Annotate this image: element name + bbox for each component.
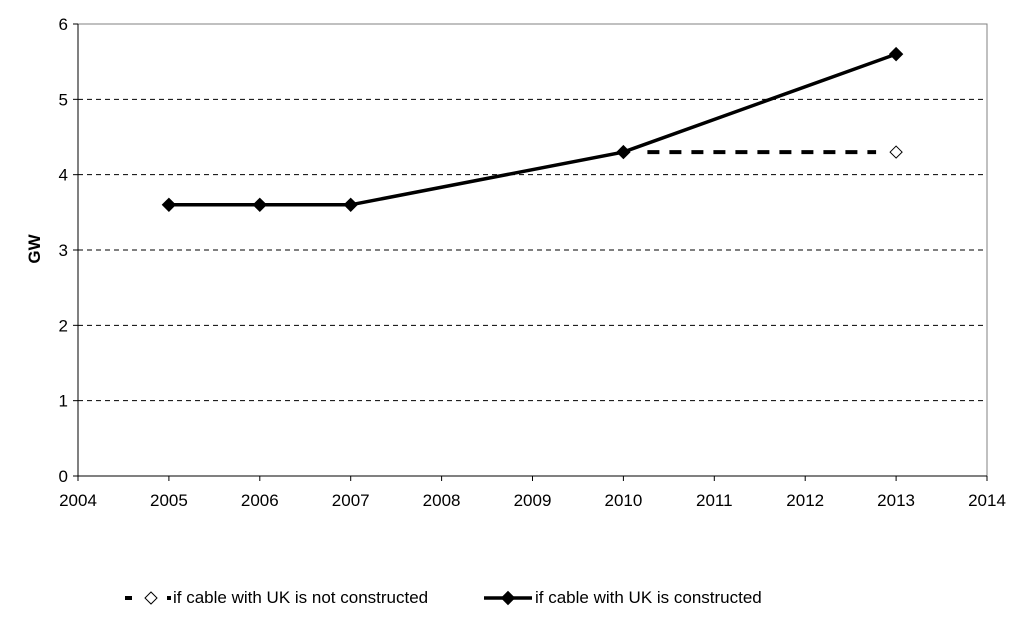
x-tick-label: 2005: [150, 491, 188, 510]
series-lines: [168, 52, 897, 207]
axes: [73, 23, 988, 481]
y-tick-label: 5: [59, 90, 68, 109]
data-point: [889, 145, 903, 159]
y-axis-title: GW: [25, 233, 44, 263]
legend-label: if cable with UK is not constructed: [173, 588, 428, 607]
gridlines: [78, 98, 987, 402]
legend: if cable with UK is not constructed if ca…: [125, 588, 762, 607]
y-tick-label: 2: [59, 316, 68, 335]
tick-labels: 0 1 2 3 4 5 6 2004 2005 2006 2007 2008 2009 2010 2011 2…: [59, 15, 1006, 510]
series-markers: [161, 46, 904, 213]
y-tick-label: 0: [59, 467, 68, 486]
x-tick-label: 2004: [59, 491, 97, 510]
legend-swatch-marker: [500, 590, 516, 606]
legend-swatch-marker: [144, 591, 158, 605]
series-line-1: [168, 52, 897, 207]
x-tick-label: 2010: [604, 491, 642, 510]
x-tick-label: 2012: [786, 491, 824, 510]
y-tick-label: 3: [59, 241, 68, 260]
x-tick-label: 2009: [514, 491, 552, 510]
legend-label: if cable with UK is constructed: [535, 588, 762, 607]
data-point: [616, 144, 631, 160]
y-tick-label: 6: [59, 15, 68, 34]
x-tick-label: 2011: [696, 491, 733, 510]
x-tick-label: 2006: [241, 491, 279, 510]
x-tick-label: 2013: [877, 491, 915, 510]
y-tick-label: 1: [59, 392, 68, 411]
x-tick-label: 2008: [423, 491, 461, 510]
data-point: [161, 197, 177, 213]
data-point: [252, 197, 268, 213]
data-point: [888, 46, 904, 62]
y-tick-label: 4: [59, 166, 68, 185]
data-point: [343, 197, 358, 213]
x-tick-label: 2007: [332, 491, 370, 510]
x-tick-label: 2014: [968, 491, 1006, 510]
